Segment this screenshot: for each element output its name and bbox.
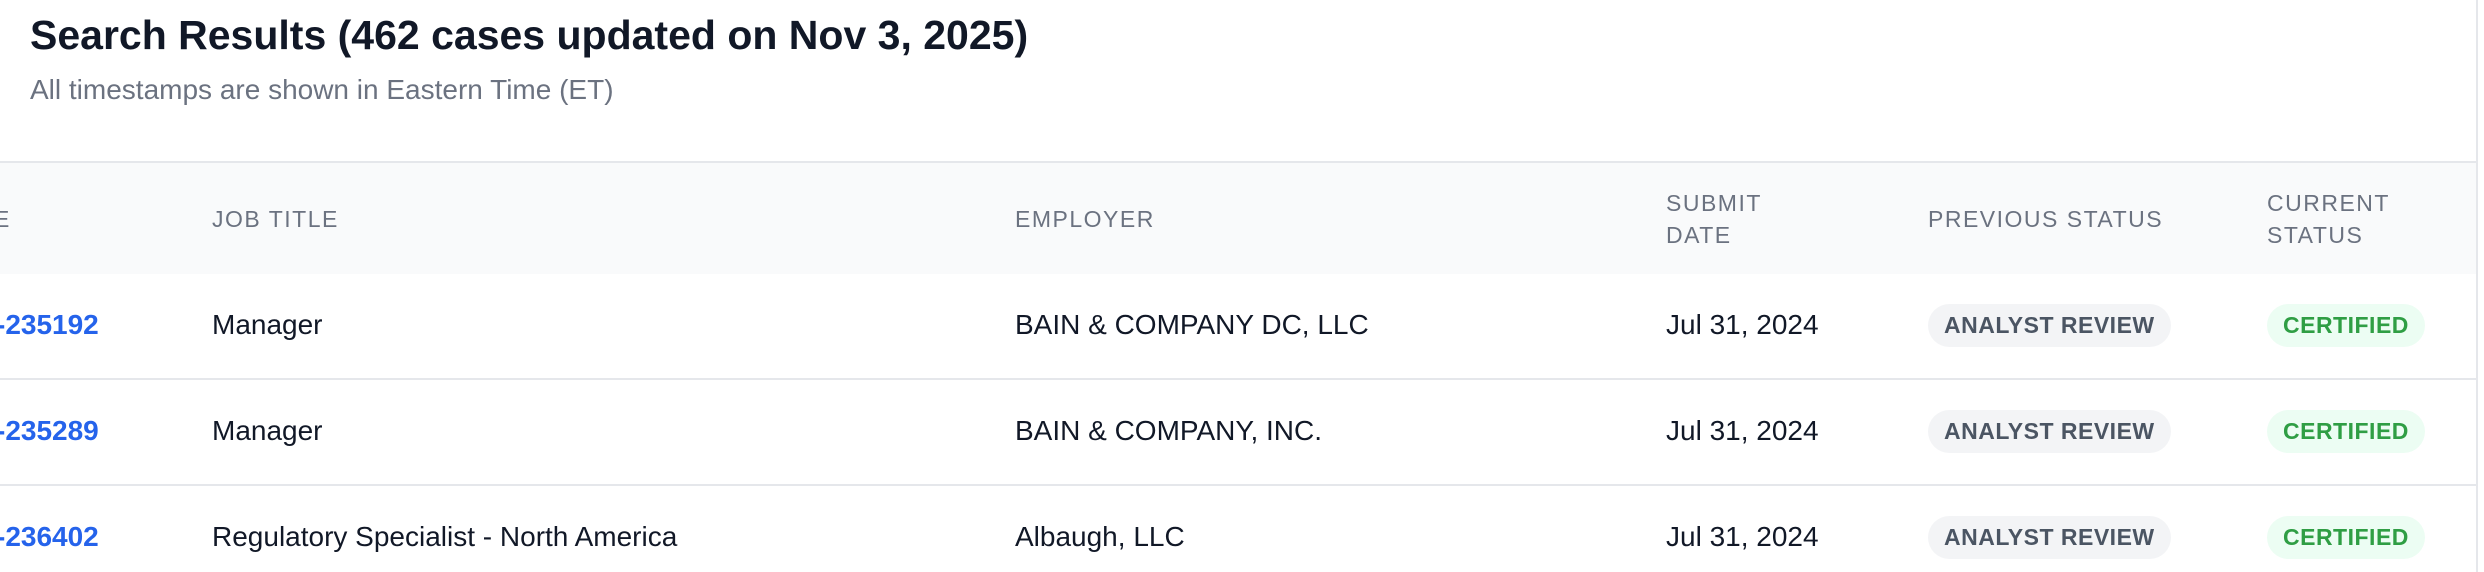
case-link[interactable]: -236402 bbox=[0, 521, 99, 552]
table-header: E JOB TITLE EMPLOYER SUBMIT DATE PREVIOUS ST… bbox=[0, 161, 2476, 274]
table-cell: Manager bbox=[212, 378, 323, 484]
table-cell: CERTIFIED bbox=[2267, 272, 2425, 378]
cell-text: Albaugh, LLC bbox=[1015, 521, 1185, 552]
column-header: E bbox=[0, 163, 11, 274]
case-link[interactable]: -235289 bbox=[0, 415, 99, 446]
cell-text: Jul 31, 2024 bbox=[1666, 521, 1819, 552]
table-row: -236402 Regulatory Specialist - North Ame… bbox=[0, 484, 2476, 572]
status-badge: ANALYST REVIEW bbox=[1928, 409, 2171, 453]
table-cell: CERTIFIED bbox=[2267, 378, 2425, 484]
table-cell: ANALYST REVIEW bbox=[1928, 272, 2171, 378]
status-badge: CERTIFIED bbox=[2267, 409, 2425, 453]
table-cell: Jul 31, 2024 bbox=[1666, 272, 1819, 378]
table-cell: BAIN & COMPANY, INC. bbox=[1015, 378, 1322, 484]
table-cell: CERTIFIED bbox=[2267, 484, 2425, 572]
case-link[interactable]: -235192 bbox=[0, 309, 99, 340]
table-cell: Jul 31, 2024 bbox=[1666, 484, 1819, 572]
status-badge: ANALYST REVIEW bbox=[1928, 515, 2171, 559]
table-cell: -235192 bbox=[0, 272, 99, 378]
column-header: SUBMIT DATE bbox=[1666, 189, 1762, 248]
status-badge: ANALYST REVIEW bbox=[1928, 303, 2171, 347]
table-cell: Jul 31, 2024 bbox=[1666, 378, 1819, 484]
column-header: CURRENT STATUS bbox=[2267, 189, 2390, 248]
table-row: -235289 Manager BAIN & COMPANY, INC. Jul 31… bbox=[0, 378, 2476, 486]
cell-text: BAIN & COMPANY, INC. bbox=[1015, 415, 1323, 446]
title: Search Results (462 cases updated on Nov… bbox=[30, 12, 1029, 58]
status-badge: CERTIFIED bbox=[2267, 303, 2425, 347]
cell-text: BAIN & COMPANY DC, LLC bbox=[1015, 309, 1369, 340]
subtitle: All timestamps are shown in Eastern Time… bbox=[30, 74, 614, 105]
table-cell: -236402 bbox=[0, 484, 99, 572]
table-cell: BAIN & COMPANY DC, LLC bbox=[1015, 272, 1369, 378]
column-header: EMPLOYER bbox=[1015, 205, 1155, 232]
cell-text: Jul 31, 2024 bbox=[1666, 309, 1819, 340]
cell-text: Regulatory Specialist - North America bbox=[212, 521, 678, 552]
cell-text: Manager bbox=[212, 415, 323, 446]
table-cell: ANALYST REVIEW bbox=[1928, 378, 2171, 484]
table-row: -235192 Manager BAIN & COMPANY DC, LLC Jul … bbox=[0, 272, 2476, 380]
table-cell: Regulatory Specialist - North America bbox=[212, 484, 677, 572]
table-cell: Manager bbox=[212, 272, 323, 378]
status-badge: CERTIFIED bbox=[2267, 515, 2425, 559]
cell-text: Jul 31, 2024 bbox=[1666, 415, 1819, 446]
cell-text: Manager bbox=[212, 309, 323, 340]
table-cell: -235289 bbox=[0, 378, 99, 484]
table-cell: ANALYST REVIEW bbox=[1928, 484, 2171, 572]
table-cell: Albaugh, LLC bbox=[1015, 484, 1185, 572]
column-header: JOB TITLE bbox=[212, 205, 339, 232]
column-header: PREVIOUS STATUS bbox=[1928, 205, 2164, 232]
